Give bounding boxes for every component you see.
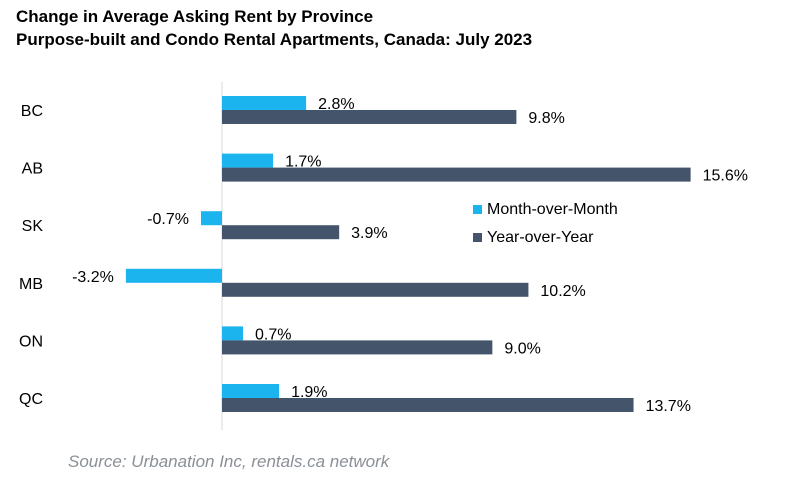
legend-swatch xyxy=(473,233,482,242)
bar-mom xyxy=(222,326,244,341)
category-label: SK xyxy=(22,218,44,235)
bar-mom xyxy=(200,211,222,226)
data-label: -3.2% xyxy=(72,269,114,286)
bar-mom xyxy=(222,384,280,398)
category-label: ON xyxy=(19,333,43,350)
legend-swatch xyxy=(473,205,482,214)
data-label: 9.0% xyxy=(504,340,540,357)
data-label: 1.7% xyxy=(285,154,321,171)
data-label: 9.8% xyxy=(528,110,564,127)
category-label: QC xyxy=(19,391,43,408)
category-label: AB xyxy=(22,161,43,178)
bar-yoy xyxy=(222,225,340,240)
data-label: -0.7% xyxy=(147,211,189,228)
source-note: Source: Urbanation Inc, rentals.ca netwo… xyxy=(68,452,390,471)
data-label: 3.9% xyxy=(351,225,387,242)
chart-title: Change in Average Asking Rent by Provinc… xyxy=(16,7,374,26)
chart-subtitle: Purpose-built and Condo Rental Apartment… xyxy=(16,30,533,49)
data-label: 13.7% xyxy=(646,398,691,415)
bar-yoy xyxy=(222,282,529,297)
bar-mom xyxy=(125,268,222,283)
bar-yoy xyxy=(222,398,634,412)
data-label: 1.9% xyxy=(291,384,327,401)
category-label: MB xyxy=(19,276,43,293)
bar-mom xyxy=(222,153,274,168)
data-label: 0.7% xyxy=(255,326,291,343)
category-label: BC xyxy=(21,103,43,120)
legend-label: Month-over-Month xyxy=(487,201,618,218)
legend-label: Year-over-Year xyxy=(487,229,594,246)
bar-yoy xyxy=(222,167,691,182)
data-label: 10.2% xyxy=(540,283,585,300)
bar-yoy xyxy=(222,110,517,124)
bar-yoy xyxy=(222,340,493,355)
bar-mom xyxy=(222,96,307,110)
data-label: 15.6% xyxy=(703,168,748,185)
data-label: 2.8% xyxy=(318,96,354,113)
